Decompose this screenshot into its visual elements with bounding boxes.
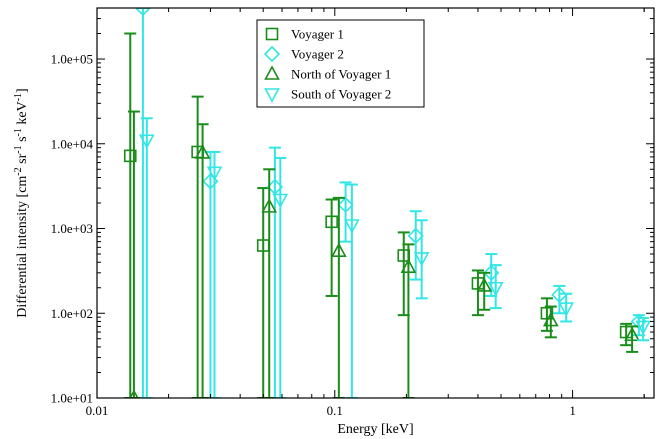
data-point — [413, 252, 430, 267]
data-point — [134, 8, 152, 17]
data-point — [476, 277, 493, 292]
legend: Voyager 1 Voyager 2 North of Voyager 1 Sout… — [256, 19, 425, 108]
legend-label: North of Voyager 1 — [291, 67, 391, 82]
y-axis-title-part: keV — [15, 101, 30, 128]
y-axis-title-exponent: -2 — [13, 167, 24, 175]
y-axis-title-part: sr — [15, 153, 30, 167]
y-tick-label: 1.0e+04 — [51, 136, 94, 151]
data-point — [540, 306, 554, 320]
y-tick-label: 1.0e+01 — [51, 391, 93, 406]
data-point — [344, 219, 360, 234]
data-point — [138, 134, 155, 149]
legend-label: Voyager 1 — [291, 27, 344, 42]
series-4 — [138, 117, 651, 398]
legend-label: South of Voyager 2 — [291, 87, 391, 102]
legend-marker — [263, 45, 281, 63]
y-tick-label: 1.0e+02 — [51, 306, 93, 321]
data-point — [261, 198, 278, 213]
y-axis-title-part: s — [15, 136, 30, 145]
legend-label: Voyager 2 — [291, 47, 344, 62]
data-point — [123, 149, 137, 163]
x-tick-label: 1 — [569, 403, 576, 418]
data-point — [194, 144, 211, 159]
data-point — [129, 389, 139, 398]
axes: 0.01 0.1 1 1.0e+01 1.0e+02 1.0e+03 1.0e+04 1.0e… — [51, 7, 655, 418]
data-point — [558, 302, 575, 317]
data-layer — [123, 8, 651, 398]
legend-marker — [265, 27, 279, 41]
data-point — [551, 286, 568, 303]
x-tick-label: 0.1 — [327, 403, 343, 418]
data-point — [407, 227, 424, 244]
data-point — [272, 193, 289, 209]
data-point — [330, 242, 347, 257]
data-point — [487, 281, 504, 297]
legend-box — [256, 19, 425, 108]
y-axis-title-exponent: -1 — [13, 145, 24, 153]
y-tick-label: 1.0e+03 — [51, 221, 93, 236]
data-point — [542, 311, 559, 327]
y-tick-label: 1.0e+05 — [51, 52, 93, 67]
data-point — [635, 320, 651, 336]
legend-marker — [264, 65, 280, 80]
legend-marker — [264, 88, 280, 103]
data-point — [337, 196, 354, 214]
data-point — [206, 166, 223, 182]
x-tick-label: 0.01 — [86, 403, 109, 418]
data-point — [325, 215, 338, 229]
y-axis-title-part: ] — [15, 88, 30, 93]
data-point — [624, 326, 640, 342]
y-axis-title-exponent: -1 — [13, 128, 24, 136]
series-2 — [134, 8, 647, 398]
data-point — [400, 258, 417, 273]
series-3 — [127, 110, 640, 398]
y-axis-title-exponent: -1 — [13, 93, 24, 101]
x-axis-title: Energy [keV] — [337, 422, 413, 437]
y-axis-title: Differential intensity [cm-2 sr-1 s-1 ke… — [13, 88, 31, 317]
plot-area — [123, 8, 651, 398]
y-axis-title-part: Differential intensity [cm — [15, 176, 30, 318]
